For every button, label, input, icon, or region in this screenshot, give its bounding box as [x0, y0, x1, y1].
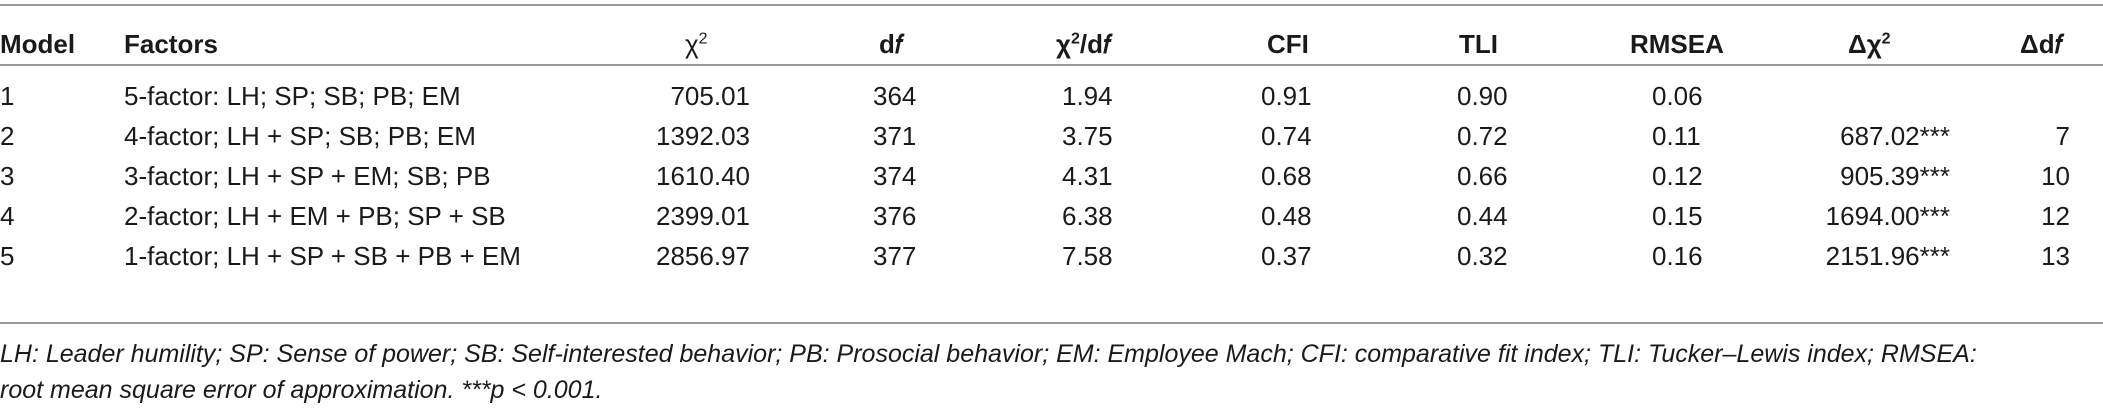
cell-chi2df: 3.75 [1062, 121, 1113, 151]
cell-chi2df: 1.94 [1062, 81, 1113, 111]
cell-tli: 0.66 [1457, 161, 1508, 191]
cell-rmsea: 0.06 [1652, 81, 1703, 111]
cell-factors: 5-factor: LH; SP; SB; PB; EM [124, 81, 461, 111]
cell-df: 377 [873, 241, 917, 271]
cell-chi2: 1610.40 [656, 161, 750, 191]
cell-df: 374 [873, 161, 917, 191]
cell-factors: 4-factor; LH + SP; SB; PB; EM [124, 121, 476, 151]
cell-delta-df: 10 [2041, 161, 2070, 191]
header-chi2df-sup: 2 [1070, 30, 1080, 48]
footnote-line-2: root mean square error of approximation.… [0, 376, 603, 404]
cell-model: 4 [0, 201, 15, 231]
cell-delta-chi2: 687.02*** [1840, 121, 1950, 151]
header-chi2-sup: 2 [698, 30, 708, 48]
header-cfi: CFI [1267, 29, 1309, 59]
cell-tli: 0.72 [1457, 121, 1508, 151]
cell-model: 2 [0, 121, 15, 151]
header-tli: TLI [1459, 29, 1498, 59]
cell-tli: 0.44 [1457, 201, 1508, 231]
cell-delta-chi2: 1694.00*** [1825, 201, 1950, 231]
header-df: d𝑓 [879, 29, 903, 59]
cell-model: 1 [0, 81, 15, 111]
header-chi2df-tail: /d𝑓 [1079, 29, 1112, 59]
cell-df: 364 [873, 81, 917, 111]
cell-rmsea: 0.15 [1652, 201, 1703, 231]
cell-delta-df: 7 [2055, 121, 2070, 151]
cell-tli: 0.90 [1457, 81, 1508, 111]
cell-chi2: 2856.97 [656, 241, 750, 271]
cell-factors: 1-factor; LH + SP + SB + PB + EM [124, 241, 521, 271]
cell-chi2: 705.01 [670, 81, 750, 111]
cell-chi2df: 7.58 [1062, 241, 1113, 271]
cell-tli: 0.32 [1457, 241, 1508, 271]
header-delta-chi2: Δχ2 [1848, 24, 1891, 64]
cell-chi2: 2399.01 [656, 201, 750, 231]
cell-factors: 2-factor; LH + EM + PB; SP + SB [124, 201, 506, 231]
cell-cfi: 0.91 [1261, 81, 1312, 111]
cell-df: 371 [873, 121, 917, 151]
table-row: 3 3-factor; LH + SP + EM; SB; PB 1610.40… [0, 156, 2103, 196]
header-chi2-base: χ [685, 29, 699, 59]
cell-model: 3 [0, 161, 15, 191]
cell-delta-df: 13 [2041, 241, 2070, 271]
cell-cfi: 0.48 [1261, 201, 1312, 231]
cell-model: 5 [0, 241, 15, 271]
table-row: 4 2-factor; LH + EM + PB; SP + SB 2399.0… [0, 196, 2103, 236]
table-row: 1 5-factor: LH; SP; SB; PB; EM 705.01 36… [0, 76, 2103, 116]
table-header-row: Model Factors χ2 d𝑓 χ2/d𝑓 CFI TLI RMSEA … [0, 24, 2103, 64]
header-chi2: χ2 [685, 24, 708, 64]
header-factors: Factors [124, 29, 218, 59]
cell-df: 376 [873, 201, 917, 231]
cell-delta-chi2: 2151.96*** [1825, 241, 1950, 271]
cell-delta-chi2: 905.39*** [1840, 161, 1950, 191]
cell-rmsea: 0.16 [1652, 241, 1703, 271]
header-rmsea: RMSEA [1630, 29, 1724, 59]
cell-rmsea: 0.12 [1652, 161, 1703, 191]
table-bottom-rule [0, 322, 2103, 324]
cell-chi2: 1392.03 [656, 121, 750, 151]
cell-chi2df: 4.31 [1062, 161, 1113, 191]
cell-rmsea: 0.11 [1652, 121, 1701, 151]
cell-cfi: 0.37 [1261, 241, 1312, 271]
header-chi2-df: χ2/d𝑓 [1056, 24, 1111, 64]
header-chi2df-base: χ [1056, 29, 1071, 59]
table-header-rule [0, 64, 2103, 66]
cell-factors: 3-factor; LH + SP + EM; SB; PB [124, 161, 491, 191]
footnote-line-1: LH: Leader humility; SP: Sense of power;… [0, 340, 1977, 368]
table-top-rule [0, 4, 2103, 6]
table-row: 2 4-factor; LH + SP; SB; PB; EM 1392.03 … [0, 116, 2103, 156]
header-model: Model [0, 29, 76, 59]
table-footnote: LH: Leader humility; SP: Sense of power;… [0, 336, 2090, 408]
header-dchi2-sup: 2 [1881, 30, 1891, 48]
header-dchi2-base: Δχ [1848, 29, 1882, 59]
cell-cfi: 0.68 [1261, 161, 1312, 191]
header-delta-df: Δd𝑓 [2020, 29, 2063, 59]
cell-cfi: 0.74 [1261, 121, 1312, 151]
cell-delta-df: 12 [2041, 201, 2070, 231]
cell-chi2df: 6.38 [1062, 201, 1113, 231]
table-row: 5 1-factor; LH + SP + SB + PB + EM 2856.… [0, 236, 2103, 276]
